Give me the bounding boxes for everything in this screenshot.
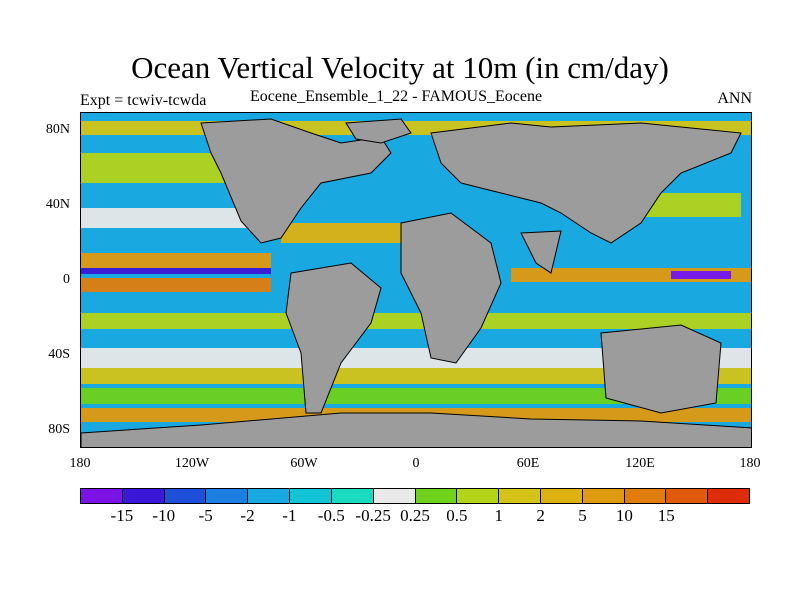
colorbar-tick-label: 0.25 (400, 506, 430, 525)
africa-landmass (400, 212, 502, 364)
india-landmass (520, 230, 562, 274)
colorbar-swatch (666, 489, 709, 503)
greenland-landmass (345, 118, 412, 144)
lat-label-0: 0 (63, 272, 70, 287)
colorbar-tick-label: 5 (578, 506, 587, 525)
lon-label-60e: 60E (516, 456, 540, 471)
colorbar-swatch (457, 489, 500, 503)
lon-label-180e: 180 (739, 456, 761, 471)
colorbar-swatch (81, 489, 123, 503)
colorbar-swatch (164, 489, 207, 503)
lat-label-40n: 40N (45, 197, 70, 212)
season-label: ANN (717, 90, 752, 107)
colorbar-swatch (290, 489, 332, 503)
colorbar-swatch (708, 489, 749, 503)
colorbar-tick-label: -1 (282, 506, 297, 525)
colorbar-tick-label: 2 (536, 506, 545, 525)
colorbar-swatch (206, 489, 249, 503)
experiment-label: Expt = tcwiv-tcwda (80, 92, 207, 109)
lon-label-0: 0 (412, 456, 420, 471)
colorbar-swatch (331, 489, 374, 503)
colorbar-tick-label: 1 (494, 506, 504, 525)
eurasia-landmass (430, 122, 742, 244)
lon-label-120w: 120W (174, 456, 210, 471)
colorbar-swatch (248, 489, 291, 503)
land-masses (81, 118, 751, 447)
colorbar-tick-label: 15 (657, 506, 675, 525)
colorbar-swatch (415, 489, 458, 503)
antarctica-landmass (81, 412, 751, 447)
colorbar-tick-label: 0.5 (446, 506, 468, 525)
lat-label-40s: 40S (48, 347, 70, 362)
ensemble-label: Eocene_Ensemble_1_22 - FAMOUS_Eocene (250, 88, 543, 105)
colorbar-swatch (122, 489, 165, 503)
lat-label-80s: 80S (48, 422, 70, 437)
colorbar-swatch (499, 489, 541, 503)
lon-label-180w: 180 (69, 456, 91, 471)
colorbar (80, 488, 750, 504)
colorbar-tick-label: -15 (110, 506, 134, 525)
colorbar-swatch (373, 489, 416, 503)
north-america-landmass (200, 118, 392, 244)
map-panel (80, 112, 752, 448)
colorbar-swatch (540, 489, 583, 503)
lon-label-120e: 120E (625, 456, 655, 471)
plot-title: Ocean Vertical Velocity at 10m (in cm/da… (131, 50, 669, 85)
map-svg (81, 113, 751, 447)
australia-landmass (600, 324, 722, 414)
lat-label-80n: 80N (45, 122, 70, 137)
colorbar-tick-label: -0.25 (355, 506, 391, 525)
colorbar-swatch (582, 489, 625, 503)
lon-label-60w: 60W (290, 456, 318, 471)
colorbar-tick-label: -10 (152, 506, 176, 525)
colorbar-swatch (624, 489, 667, 503)
south-america-landmass (285, 262, 382, 414)
colorbar-tick-label: -5 (198, 506, 213, 525)
colorbar-tick-label: -2 (240, 506, 255, 525)
colorbar-tick-label: -0.5 (317, 506, 345, 525)
colorbar-tick-label: 10 (615, 506, 633, 525)
